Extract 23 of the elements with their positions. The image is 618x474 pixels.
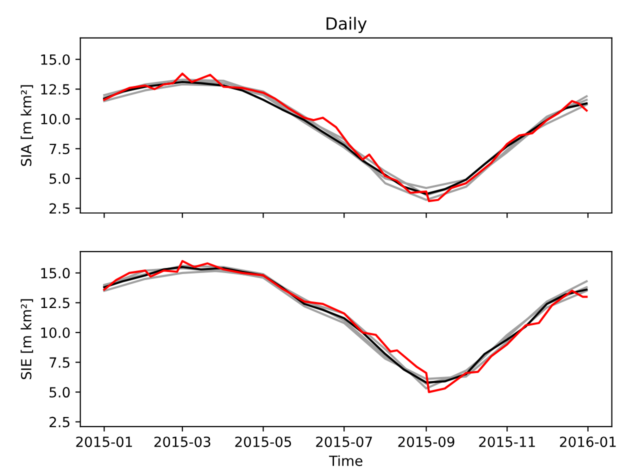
y-tick-label: 12.5 (41, 84, 70, 95)
y-tick-label: 2.5 (50, 203, 70, 214)
x-tick-label: 2016-01 (560, 436, 616, 448)
y-tick-label: 7.5 (50, 357, 70, 368)
y-tick-label: 15.0 (41, 54, 70, 65)
y-tick-label: 5.0 (50, 387, 70, 398)
y-tick-label: 10.0 (41, 327, 70, 338)
y-axis-title: SIE [m km²] (20, 299, 34, 380)
y-tick-label: 12.5 (41, 298, 70, 308)
y-axis-title: SIA [m km²] (20, 85, 34, 166)
x-tick-label: 2015-11 (479, 436, 535, 448)
y-tick-label: 7.5 (50, 144, 70, 154)
x-tick-label: 2015-01 (76, 436, 132, 448)
y-tick-label: 15.0 (41, 268, 70, 278)
x-tick-label: 2015-03 (154, 436, 210, 448)
x-tick-label: 2015-07 (316, 436, 372, 448)
y-tick-label: 2.5 (50, 416, 70, 428)
y-tick-label: 5.0 (50, 173, 70, 184)
x-axis-title: Time (329, 455, 362, 466)
x-tick-label: 2015-05 (235, 436, 292, 448)
chart-title: Daily (326, 16, 367, 34)
y-tick-label: 10.0 (41, 114, 70, 124)
x-tick-label: 2015-09 (398, 436, 454, 448)
